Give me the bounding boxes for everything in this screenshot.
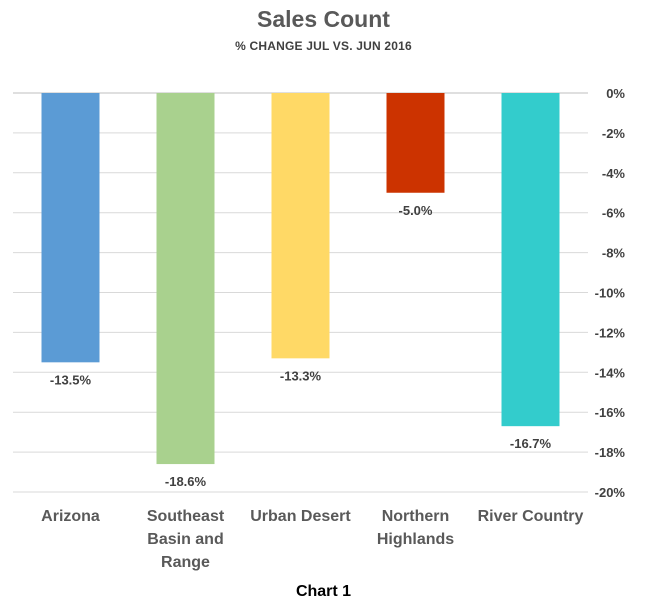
bar (156, 93, 215, 465)
y-tick-label: -18% (595, 445, 626, 460)
y-tick-label: -16% (595, 405, 626, 420)
data-label: -5.0% (399, 203, 433, 218)
category-label: Arizona (41, 508, 100, 525)
y-tick-label: -12% (595, 325, 626, 340)
category-label: Northern (382, 508, 450, 525)
y-tick-label: -2% (602, 126, 626, 141)
category-label: Urban Desert (250, 508, 351, 525)
y-tick-label: -14% (595, 365, 626, 380)
category-label: Highlands (377, 531, 454, 548)
data-label: -13.5% (50, 372, 92, 387)
bar (41, 93, 100, 363)
bar (501, 93, 560, 427)
data-label: -13.3% (280, 368, 322, 383)
data-label: -18.6% (165, 474, 207, 489)
y-tick-label: 0% (606, 86, 625, 101)
category-label: Basin and (147, 531, 223, 548)
data-label: -16.7% (510, 436, 552, 451)
chart-subtitle: % CHANGE JUL VS. JUN 2016 (235, 39, 412, 53)
y-tick-label: -4% (602, 166, 626, 181)
y-tick-label: -20% (595, 485, 626, 500)
y-tick-label: -8% (602, 246, 626, 261)
bar (386, 93, 445, 193)
category-label: Range (161, 554, 210, 571)
chart-caption: Chart 1 (295, 583, 352, 600)
category-label: Southeast (147, 508, 225, 525)
y-tick-label: -10% (595, 286, 626, 301)
y-tick-label: -6% (602, 206, 626, 221)
category-label: River Country (478, 508, 584, 525)
bar (271, 93, 330, 359)
chart-title: Sales Count (257, 6, 390, 32)
